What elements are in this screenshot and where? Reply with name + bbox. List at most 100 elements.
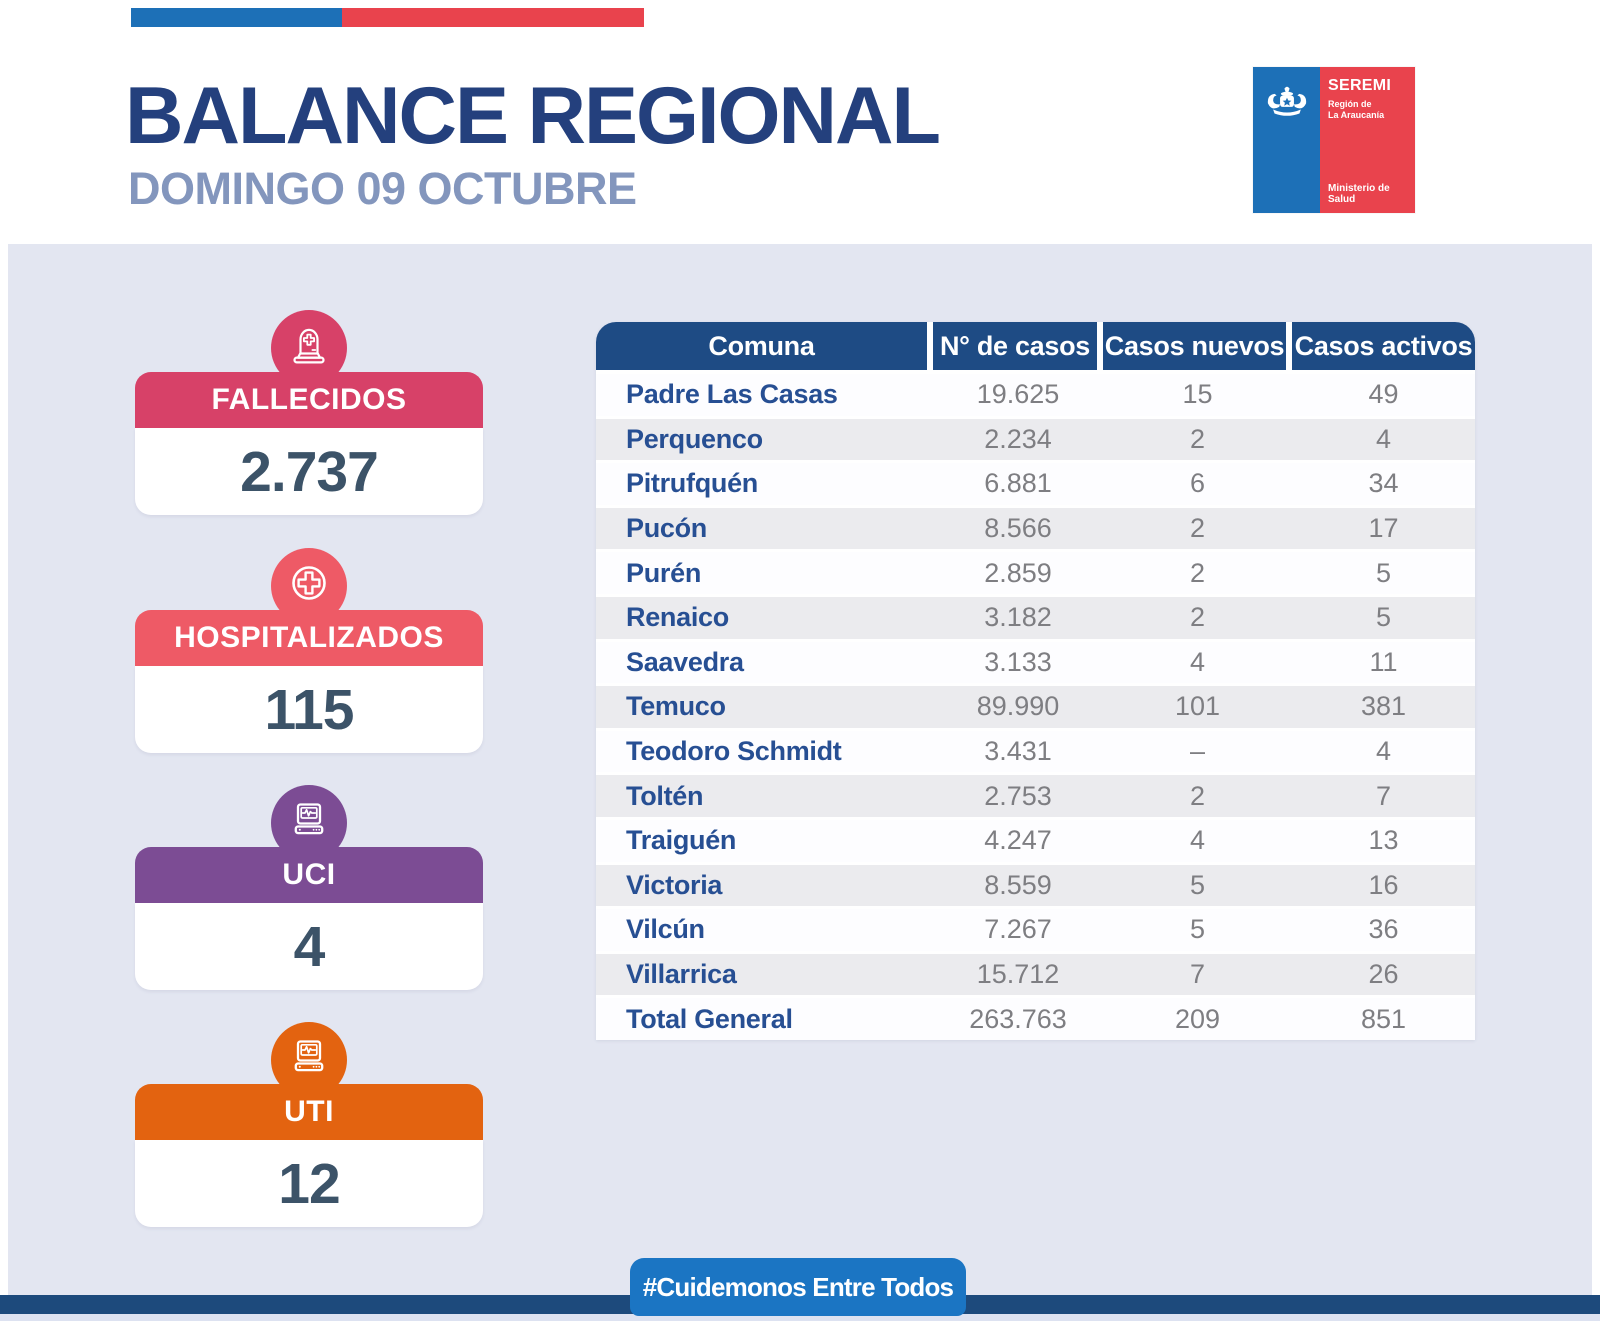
coat-of-arms-icon: [1267, 86, 1306, 116]
column-header-nuevos: Casos nuevos: [1103, 322, 1286, 370]
comuna-table-body: Padre Las Casas 19.625 15 49 Perquenco 2.234 2…: [596, 374, 1475, 1040]
cell-comuna: Purén: [626, 557, 702, 588]
stat-label-uti: UTI: [135, 1084, 483, 1140]
stat-label-text: UTI: [284, 1095, 334, 1128]
table-row: Pitrufquén 6.881 6 34: [596, 463, 1475, 505]
cell-nuevos: 209: [1174, 1003, 1221, 1034]
stat-value-uci: 4: [293, 914, 326, 979]
vitals-monitor-icon: [294, 803, 324, 835]
cell-comuna: Toltén: [626, 780, 704, 811]
table-row-total: Total General 263.763 209 851: [596, 998, 1475, 1040]
hashtag-badge: #Cuidemonos Entre Todos: [630, 1258, 966, 1316]
stat-label-hospitalizados: HOSPITALIZADOS: [135, 610, 483, 666]
cell-casos: 3.182: [984, 602, 1052, 633]
cell-activos: 16: [1368, 869, 1399, 900]
stat-body: 12: [135, 1140, 483, 1227]
page-title: BALANCE REGIONAL: [125, 71, 941, 161]
cell-activos: 49: [1368, 379, 1399, 410]
stat-card-hospitalizados: HOSPITALIZADOS 115: [135, 548, 483, 753]
logo-red-panel: SEREMI Región de La Araucanía Ministerio…: [1320, 67, 1415, 213]
cell-comuna: Traiguén: [626, 825, 737, 856]
column-header-activos: Casos activos: [1292, 322, 1475, 370]
cell-casos: 4.247: [984, 825, 1052, 856]
table-row: Purén 2.859 2 5: [596, 552, 1475, 594]
cell-activos: 13: [1368, 825, 1399, 856]
cell-comuna: Victoria: [626, 869, 723, 900]
logo-ministry-name: Ministerio de Salud: [1328, 183, 1390, 205]
cell-activos: 5: [1375, 557, 1392, 588]
cell-nuevos: 2: [1189, 780, 1206, 811]
cell-activos: 4: [1375, 736, 1392, 767]
cell-activos: 381: [1360, 691, 1407, 722]
cell-comuna: Renaico: [626, 602, 729, 633]
cell-casos: 263.763: [969, 1003, 1067, 1034]
cell-activos: 36: [1368, 914, 1399, 945]
cell-comuna: Pitrufquén: [626, 468, 758, 499]
cell-nuevos: 2: [1189, 423, 1206, 454]
cell-casos: 3.431: [984, 736, 1052, 767]
table-row: Villarrica 15.712 7 26: [596, 953, 1475, 996]
cell-activos: 5: [1375, 602, 1392, 633]
cell-nuevos: 5: [1189, 869, 1206, 900]
column-header-casos: N° de casos: [933, 322, 1097, 370]
stat-card-uci: UCI 4: [135, 785, 483, 990]
cell-casos: 2.234: [984, 423, 1052, 454]
ribbon-red-segment: [342, 8, 644, 27]
cell-casos: 6.881: [984, 468, 1052, 499]
cell-casos: 15.712: [976, 959, 1060, 990]
table-row: Temuco 89.990 101 381: [596, 686, 1475, 728]
medical-cross-icon: [292, 566, 326, 600]
cell-comuna: Teodoro Schmidt: [626, 736, 842, 767]
table-row: Padre Las Casas 19.625 15 49: [596, 374, 1475, 416]
comuna-table: Comuna N° de casos Casos nuevos Casos ac…: [596, 322, 1475, 1040]
cell-nuevos: 6: [1189, 468, 1206, 499]
vitals-monitor-icon: [294, 1040, 324, 1072]
cell-comuna: Saavedra: [626, 646, 744, 677]
cell-activos: 34: [1368, 468, 1399, 499]
cell-nuevos: –: [1189, 736, 1206, 767]
stat-value-hospitalizados: 115: [264, 677, 355, 742]
stat-label-text: HOSPITALIZADOS: [174, 621, 444, 654]
table-row: Perquenco 2.234 2 4: [596, 418, 1475, 461]
cell-nuevos: 101: [1174, 691, 1221, 722]
cell-activos: 26: [1368, 959, 1399, 990]
cell-casos: 2.859: [984, 557, 1052, 588]
table-row: Toltén 2.753 2 7: [596, 775, 1475, 817]
logo-region-line1: Región de: [1328, 99, 1372, 109]
cell-casos: 19.625: [976, 379, 1060, 410]
cell-nuevos: 2: [1189, 602, 1206, 633]
comuna-table-header: Comuna N° de casos Casos nuevos Casos ac…: [596, 322, 1475, 370]
stat-label-text: UCI: [282, 858, 336, 891]
ribbon-blue-segment: [131, 8, 342, 27]
stat-body: 115: [135, 666, 483, 753]
page-subtitle: DOMINGO 09 OCTUBRE: [128, 163, 637, 214]
cell-casos: 3.133: [984, 646, 1052, 677]
cell-casos: 2.753: [984, 780, 1052, 811]
table-row: Pucón 8.566 2 17: [596, 507, 1475, 550]
logo-blue-panel: [1253, 67, 1320, 213]
top-ribbon: [131, 8, 644, 27]
stat-card-uti: UTI 12: [135, 1022, 483, 1227]
ministry-logo: SEREMI Región de La Araucanía Ministerio…: [1253, 67, 1415, 213]
tombstone-icon: [293, 328, 325, 364]
cell-activos: 851: [1360, 1003, 1407, 1034]
cell-activos: 7: [1375, 780, 1392, 811]
cell-nuevos: 2: [1189, 513, 1206, 544]
cell-comuna: Total General: [626, 1003, 793, 1034]
stat-label-uci: UCI: [135, 847, 483, 903]
footer-strip: [0, 1314, 1600, 1321]
column-header-comuna: Comuna: [596, 322, 927, 370]
table-row: Saavedra 3.133 4 11: [596, 641, 1475, 684]
logo-org-name: SEREMI: [1328, 77, 1392, 94]
table-row: Vilcún 7.267 5 36: [596, 909, 1475, 951]
cell-comuna: Villarrica: [626, 959, 737, 990]
cell-activos: 4: [1375, 423, 1392, 454]
stat-label-fallecidos: FALLECIDOS: [135, 372, 483, 428]
table-row: Renaico 3.182 2 5: [596, 596, 1475, 639]
cell-casos: 8.559: [984, 869, 1052, 900]
cell-comuna: Vilcún: [626, 914, 705, 945]
table-row: Victoria 8.559 5 16: [596, 864, 1475, 907]
stat-card-fallecidos: FALLECIDOS 2.737: [135, 310, 483, 515]
cell-casos: 89.990: [976, 691, 1060, 722]
